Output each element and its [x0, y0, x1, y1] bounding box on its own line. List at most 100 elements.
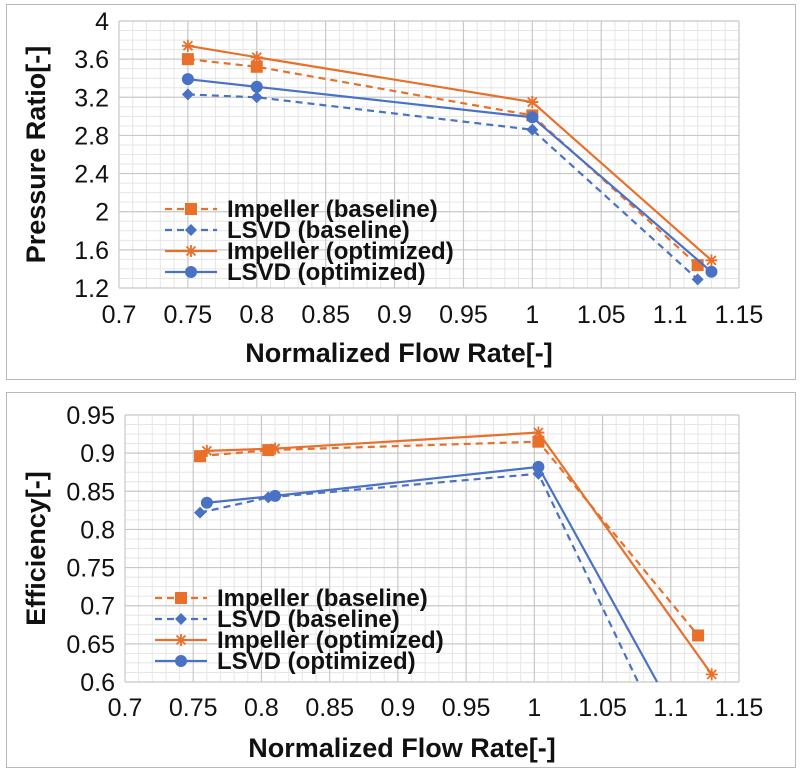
y-tick-label: 0.7 [80, 593, 115, 621]
legend-label: LSVD (baseline) [217, 606, 400, 633]
y-tick-label: 1.2 [74, 275, 109, 303]
legend-label: Impeller (optimized) [217, 627, 444, 654]
x-tick-label: 1.1 [653, 694, 688, 722]
y-tick-label: 0.75 [66, 555, 115, 583]
series-line [187, 93, 699, 281]
data-point [532, 460, 545, 473]
x-tick-label: 1.05 [578, 694, 627, 722]
x-tick-label: 1.15 [715, 301, 764, 329]
data-point [194, 450, 207, 463]
x-tick-label: 0.9 [377, 301, 412, 329]
legend-item: Impeller (optimized) [165, 238, 454, 265]
data-point [181, 73, 194, 86]
data-point [705, 668, 718, 681]
pressure-ratio-chart: 0.7 0.75 0.8 0.85 0.9 0.95 1 1.05 1.1 1.15 1.2 1.6 2… [21, 8, 764, 368]
x-tick-label: 0.85 [301, 301, 350, 329]
legend-marker [185, 203, 197, 215]
data-point [269, 489, 282, 502]
x-tick-label: 0.95 [442, 694, 491, 722]
efficiency-chart: 0.7 0.75 0.8 0.85 0.9 0.95 1 1.05 1.1 1.15 0.6 0.65… [21, 402, 764, 763]
y-tick-label: 4 [95, 8, 109, 36]
y-tick-label: 0.65 [66, 631, 115, 659]
data-point [250, 51, 263, 64]
x-tick-label: 1 [527, 694, 541, 722]
legend-label: Impeller (optimized) [227, 238, 454, 265]
legend-marker [175, 655, 187, 667]
data-point [181, 53, 194, 66]
y-tick-label: 3.2 [74, 84, 109, 112]
series-line [187, 58, 699, 266]
y-tick-label: 0.6 [80, 669, 115, 697]
y-axis-title: Pressure Ratio[-] [21, 46, 51, 264]
y-tick-label: 0.8 [80, 516, 115, 544]
x-tick-label: 1.15 [715, 694, 764, 722]
legend-item: LSVD (optimized) [155, 648, 416, 675]
data-point [526, 96, 539, 109]
series-2 [181, 39, 718, 267]
x-tick-label: 0.8 [244, 694, 279, 722]
data-point [200, 496, 213, 509]
data-point [250, 80, 263, 93]
series-line [206, 431, 713, 676]
legend-marker [175, 634, 187, 646]
x-tick-label: 0.7 [102, 301, 137, 329]
legend-marker [185, 245, 197, 257]
legend-item: Impeller (baseline) [165, 196, 438, 223]
x-axis-title: Normalized Flow Rate[-] [245, 338, 553, 368]
data-point [200, 444, 213, 457]
data-point [181, 88, 194, 101]
y-tick-label: 2 [95, 199, 109, 227]
legend-label: LSVD (optimized) [217, 648, 416, 675]
legend-marker [185, 266, 197, 278]
x-tick-label: 0.7 [108, 694, 143, 722]
x-tick-label: 0.85 [305, 694, 354, 722]
series-1 [181, 88, 704, 286]
series-2 [200, 426, 718, 681]
data-point [532, 467, 545, 480]
x-tick-label: 0.75 [169, 694, 218, 722]
legend-label: LSVD (baseline) [227, 217, 410, 244]
x-axis-title: Normalized Flow Rate[-] [248, 733, 556, 763]
data-point [532, 426, 545, 439]
efficiency-chart-panel: 0.7 0.75 0.8 0.85 0.9 0.95 1 1.05 1.1 1.15 0.6 0.65… [6, 392, 796, 768]
legend: Impeller (baseline)LSVD (baseline)Impell… [155, 585, 444, 675]
data-point [691, 273, 704, 286]
data-point [181, 39, 194, 52]
data-point [532, 435, 545, 448]
x-tick-label: 0.95 [439, 301, 488, 329]
pressure-ratio-chart-panel: 0.7 0.75 0.8 0.85 0.9 0.95 1 1.05 1.1 1.15 1.2 1.6 2… [6, 4, 796, 380]
data-point [250, 91, 263, 104]
y-tick-label: 0.85 [66, 478, 115, 506]
data-point [692, 629, 705, 642]
series-line [187, 78, 713, 273]
legend-marker [175, 592, 187, 604]
x-tick-label: 0.8 [239, 301, 274, 329]
legend-label: Impeller (baseline) [227, 196, 438, 223]
data-point [250, 60, 263, 73]
legend-item: Impeller (baseline) [155, 585, 428, 612]
x-tick-label: 1.1 [653, 301, 688, 329]
legend-item: LSVD (optimized) [165, 259, 426, 286]
series-3 [200, 460, 659, 683]
series-line [187, 44, 713, 262]
series-line [199, 472, 640, 683]
legend: Impeller (baseline)LSVD (baseline)Impell… [165, 196, 454, 286]
x-tick-label: 0.9 [381, 694, 416, 722]
legend-marker [185, 224, 197, 236]
y-tick-label: 0.95 [66, 402, 115, 430]
y-tick-label: 0.9 [80, 440, 115, 468]
legend-marker [175, 613, 187, 625]
x-tick-label: 1 [525, 301, 539, 329]
series-line [206, 465, 659, 683]
legend-item: LSVD (baseline) [155, 606, 400, 633]
y-tick-label: 2.4 [74, 161, 109, 189]
y-tick-label: 2.8 [74, 122, 109, 150]
series-3 [181, 73, 718, 278]
legend-label: Impeller (baseline) [217, 585, 428, 612]
y-tick-label: 1.6 [74, 237, 109, 265]
legend-item: Impeller (optimized) [155, 627, 444, 654]
data-point [705, 254, 718, 267]
grid [124, 414, 740, 683]
legend-item: LSVD (baseline) [165, 217, 410, 244]
y-tick-label: 3.6 [74, 46, 109, 74]
